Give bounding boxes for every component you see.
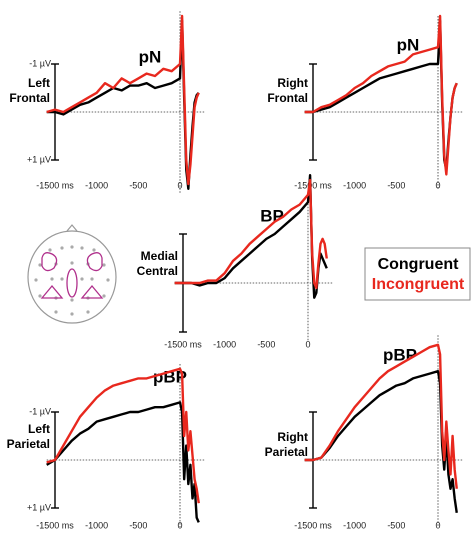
panel-label: Parietal (7, 437, 50, 451)
x-tick-label: 0 (177, 180, 182, 190)
legend-entry: Incongruent (372, 276, 465, 293)
panel: -1 µV +1 µV -1500 ms -1000 -500 0 pBP LeftParie… (7, 364, 205, 530)
x-tick-label: -1500 ms (294, 520, 332, 530)
panel-label: Left (28, 76, 50, 90)
erp-line (304, 370, 458, 513)
panel-label: Parietal (265, 445, 308, 459)
erp-line (304, 14, 458, 176)
panel-label: Right (277, 430, 308, 444)
x-tick-label: -1000 (85, 180, 108, 190)
panel-title: pBP (383, 345, 417, 364)
x-tick-label: -1500 ms (164, 339, 202, 349)
x-tick-label: -1000 (85, 520, 108, 530)
y-tick-label: +1 µV (27, 502, 51, 512)
y-tick-label: +1 µV (27, 154, 51, 164)
erp-line (46, 367, 200, 504)
x-tick-label: -1500 ms (294, 180, 332, 190)
erp-line (174, 174, 328, 299)
x-tick-label: -1000 (343, 520, 366, 530)
panel-label: Central (137, 264, 178, 278)
erp-line (46, 401, 200, 523)
x-tick-label: -500 (387, 180, 405, 190)
x-tick-label: 0 (435, 180, 440, 190)
x-tick-label: -1500 ms (36, 520, 74, 530)
panel-title: pBP (153, 367, 187, 386)
panel-label: Medial (141, 249, 178, 263)
y-tick-label: -1 µV (29, 58, 51, 68)
x-tick-label: -1000 (343, 180, 366, 190)
erp-line (46, 14, 200, 186)
x-tick-label: -500 (129, 180, 147, 190)
x-tick-label: -500 (257, 339, 275, 349)
x-tick-label: -500 (387, 520, 405, 530)
panel: -1 µV +1 µV -1500 ms -1000 -500 0 pN LeftFronta… (9, 11, 205, 194)
erp-line (304, 343, 458, 489)
panel-label: Right (277, 76, 308, 90)
panel-title: pN (397, 35, 420, 54)
x-tick-label: -1500 ms (36, 180, 74, 190)
x-tick-label: -500 (129, 520, 147, 530)
panel-title: pN (139, 47, 162, 66)
erp-line (174, 178, 328, 290)
x-tick-label: 0 (435, 520, 440, 530)
panel-label: Left (28, 422, 50, 436)
x-tick-label: 0 (305, 339, 310, 349)
panel-label: Frontal (9, 91, 50, 105)
x-tick-label: -1000 (213, 339, 236, 349)
panel-label: Frontal (267, 91, 308, 105)
x-tick-label: 0 (177, 520, 182, 530)
y-tick-label: -1 µV (29, 406, 51, 416)
erp-line (46, 19, 200, 190)
legend-box (364, 247, 471, 301)
erp-line (304, 19, 458, 171)
head-map (27, 224, 117, 324)
legend-entry: Congruent (378, 256, 460, 273)
